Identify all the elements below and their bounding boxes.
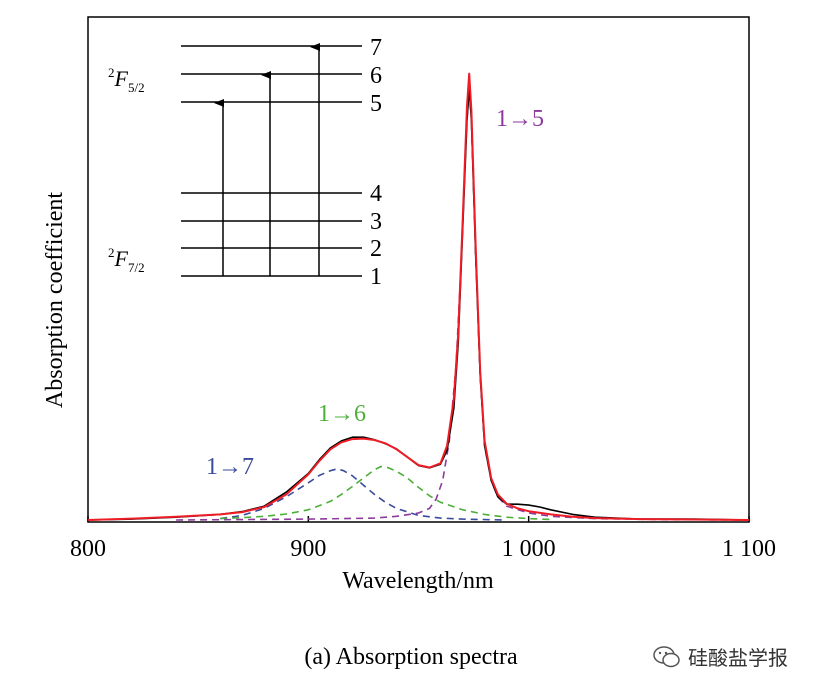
level-label-6: 6 — [370, 63, 382, 89]
watermark: 硅酸盐学报 — [652, 642, 788, 671]
level-label-7: 7 — [370, 35, 382, 61]
x-tick-label: 1 000 — [502, 536, 556, 562]
series-layer — [87, 72, 750, 521]
component-curve-1-to-6 — [220, 465, 551, 521]
component-curve-1-to-5 — [176, 86, 750, 521]
wechat-icon — [653, 645, 680, 667]
level-label-1: 1 — [370, 264, 382, 290]
plot-frame — [87, 16, 750, 523]
annotation-1-6: 1→6 — [318, 401, 366, 427]
fit-curve — [87, 72, 750, 521]
lower-manifold-sub: 7/2 — [128, 260, 145, 275]
level-label-4: 4 — [370, 181, 382, 207]
upper-manifold-sub: 5/2 — [128, 80, 145, 95]
lower-manifold-sup: 2 — [108, 245, 115, 260]
y-axis-label: Absorption coefficient — [42, 192, 68, 408]
x-tick-label: 800 — [70, 536, 106, 562]
x-tick-label: 1 100 — [722, 536, 776, 562]
energy-level-inset: 7 6 5 4 3 2 1 2F5/2 2F7/2 — [108, 35, 382, 290]
level-label-2: 2 — [370, 236, 382, 262]
lower-manifold-base: F — [114, 246, 129, 271]
figure-caption: (a) Absorption spectra — [304, 644, 518, 670]
watermark-text: 硅酸盐学报 — [688, 646, 788, 670]
component-curve-1-to-7 — [220, 468, 507, 521]
upper-manifold-sup: 2 — [108, 65, 115, 80]
level-label-3: 3 — [370, 209, 382, 235]
level-label-5: 5 — [370, 91, 382, 117]
measured-curve — [87, 86, 750, 521]
annotation-1-7: 1→7 — [206, 454, 254, 480]
upper-manifold-base: F — [114, 66, 129, 91]
x-axis-tick-labels: 800 900 1 000 1 100 — [70, 536, 776, 562]
lower-manifold-label: 2F7/2 — [108, 245, 145, 275]
x-axis-label: Wavelength/nm — [342, 568, 494, 594]
x-tick-label: 900 — [290, 536, 326, 562]
upper-manifold-label: 2F5/2 — [108, 65, 145, 95]
annotation-1-5: 1→5 — [496, 106, 544, 132]
